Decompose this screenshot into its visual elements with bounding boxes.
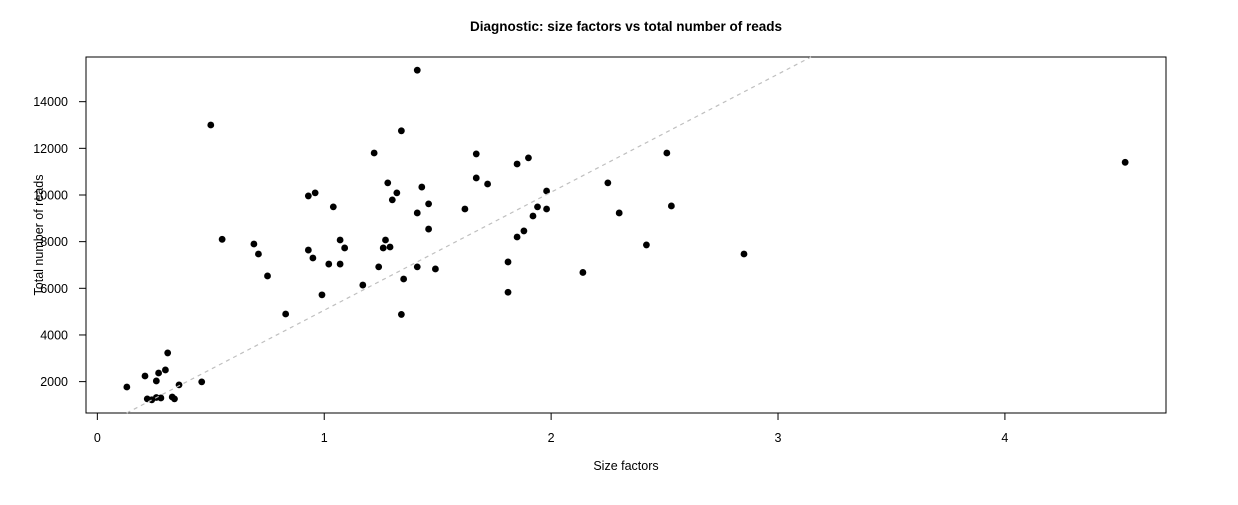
data-point <box>425 225 433 233</box>
data-point <box>370 149 378 157</box>
data-point <box>397 127 405 135</box>
data-point <box>461 205 469 213</box>
data-point <box>198 378 206 386</box>
data-point <box>413 66 421 74</box>
data-point <box>336 260 344 268</box>
data-point <box>543 187 550 195</box>
data-point <box>155 369 163 377</box>
y-tick-label: 14000 <box>33 95 68 109</box>
data-point <box>520 227 528 235</box>
data-point <box>513 160 521 168</box>
data-point <box>543 205 550 213</box>
data-point <box>207 121 215 129</box>
data-point <box>341 244 349 252</box>
data-point <box>525 154 532 162</box>
x-tick-label: 4 <box>1001 431 1008 445</box>
x-tick-label: 1 <box>321 431 328 445</box>
data-point <box>152 377 160 385</box>
data-point <box>382 236 389 244</box>
y-axis-title: Total number of reads <box>32 175 46 296</box>
data-point <box>484 180 491 188</box>
data-point <box>384 179 392 187</box>
data-point <box>513 233 521 241</box>
data-point <box>529 212 537 220</box>
data-point <box>740 250 748 258</box>
data-point <box>164 349 172 357</box>
data-point <box>309 254 317 262</box>
data-point <box>667 202 675 210</box>
data-point <box>264 272 271 280</box>
reference-line <box>126 56 812 414</box>
data-point <box>400 275 408 283</box>
y-tick-label: 10000 <box>33 188 68 202</box>
data-point <box>425 200 433 208</box>
data-point <box>1121 158 1129 166</box>
data-point <box>534 203 541 211</box>
data-point <box>359 281 367 289</box>
data-point <box>304 246 312 254</box>
data-point <box>472 174 480 182</box>
data-point <box>504 288 512 296</box>
data-point <box>386 243 394 251</box>
data-point <box>432 265 439 273</box>
data-point <box>418 183 426 191</box>
y-tick-label: 6000 <box>40 282 68 296</box>
data-point <box>171 395 178 403</box>
data-point <box>388 196 396 204</box>
data-point <box>282 310 290 318</box>
plot-box <box>85 56 1167 414</box>
data-point <box>162 366 169 374</box>
data-point <box>393 189 401 197</box>
data-point <box>325 260 333 268</box>
data-point <box>304 192 312 200</box>
data-point <box>615 209 623 217</box>
data-point <box>336 236 344 244</box>
data-point <box>318 291 326 299</box>
data-point <box>250 240 258 248</box>
data-point <box>579 269 587 276</box>
data-point <box>604 179 612 187</box>
data-point <box>141 372 149 380</box>
data-point <box>157 394 165 402</box>
x-tick-label: 3 <box>775 431 782 445</box>
data-point <box>123 383 131 391</box>
chart-title: Diagnostic: size factors vs total number… <box>470 19 782 34</box>
data-point <box>379 244 387 252</box>
y-tick-label: 12000 <box>33 142 68 156</box>
data-point <box>643 241 650 249</box>
data-point <box>397 311 405 318</box>
plot-area: 0 1 2 3 4 2000 4000 6000 8000 10000 12000 14000 <box>33 56 1167 445</box>
data-point <box>413 263 421 271</box>
x-tick-label: 0 <box>94 431 101 445</box>
data-point <box>311 189 319 197</box>
data-point <box>375 263 383 271</box>
x-axis-title: Size factors <box>593 459 658 473</box>
data-point <box>504 258 512 266</box>
y-tick-label: 4000 <box>40 328 68 342</box>
data-point <box>663 149 671 157</box>
data-point <box>329 203 337 211</box>
data-point <box>472 150 480 158</box>
x-tick-label: 2 <box>548 431 555 445</box>
y-tick-label: 2000 <box>40 375 68 389</box>
data-point <box>218 235 226 243</box>
data-point <box>255 250 262 258</box>
y-tick-label: 8000 <box>40 235 68 249</box>
data-point <box>413 209 421 217</box>
